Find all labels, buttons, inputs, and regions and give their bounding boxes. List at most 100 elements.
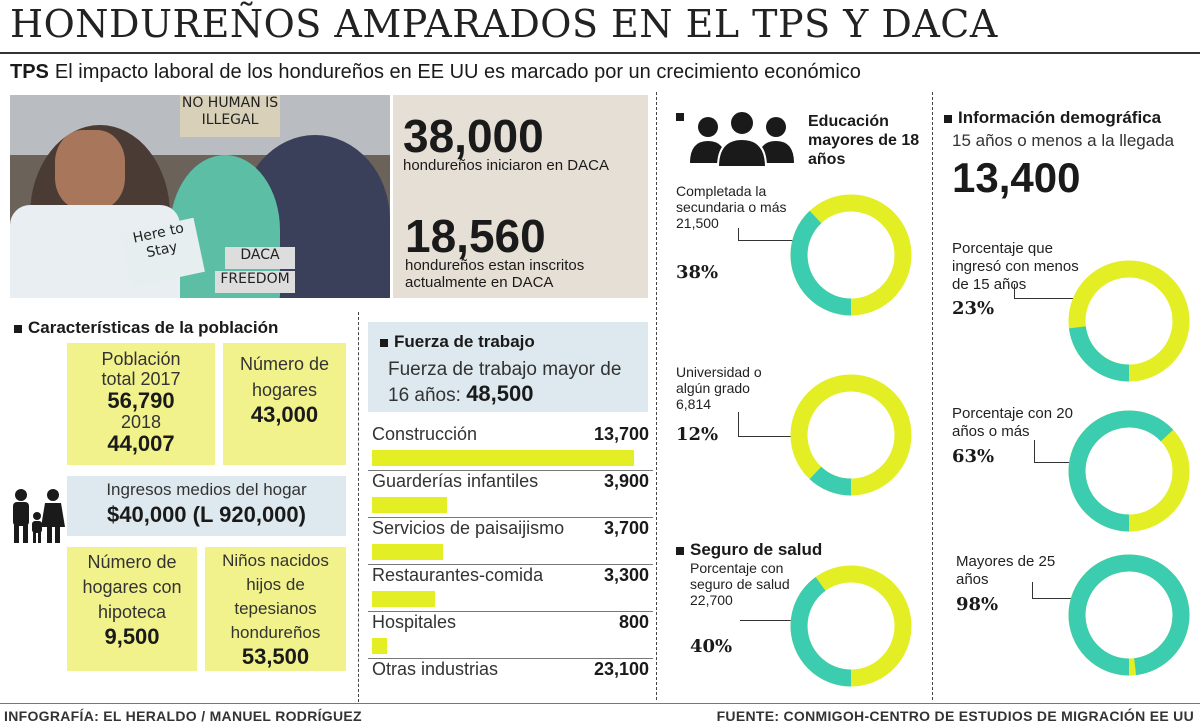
industry-value-label: 3,900 [603,471,649,491]
donut-edu-universidad [788,372,914,503]
leader-line [1034,440,1075,463]
section-heading-fuerza: Fuerza de trabajo [380,332,535,352]
ninos-label: Niños nacidos hijos de tepesianos hondur… [222,551,329,642]
hipoteca-box: Número de hogares con hipoteca 9,500 [67,547,197,671]
subtitle-tag: TPS [10,61,49,83]
daca-stat-value: 38,000 [403,110,544,162]
poblacion-2018-value: 44,007 [107,431,175,456]
industry-label: Servicios de paisaijismo [372,518,565,538]
ingresos-box: Ingresos medios del hogar $40,000 (L 920… [67,476,346,536]
industry-bar [372,450,634,466]
industry-value-label: 23,100 [593,659,649,679]
industry-bar [372,638,388,654]
leader-line [738,412,793,437]
donut-value-arc [1068,554,1190,676]
page-title: HONDUREÑOS AMPARADOS EN EL TPS Y DACA [10,2,998,46]
poblacion-2017-value: 56,790 [107,388,175,413]
bullet-icon [944,114,952,123]
edu-pct: 12% [676,424,719,445]
leader-line [738,228,793,241]
demografia-value: 13,400 [952,154,1081,201]
donut-demo-menos15 [1066,258,1192,389]
industry-bar [372,497,447,513]
footer-rule [0,703,1200,704]
section-heading-demografia: Información demográfica [944,108,1161,128]
industry-label: Otras industrias [372,659,499,679]
daca-stat-label: hondureños iniciaron en DACA [403,157,609,174]
poblacion-2018-label: 2018 [120,412,162,432]
subtitle: TPS El impacto laboral de los hondureños … [10,61,861,84]
donut-value-arc [1068,260,1190,382]
industry-value-label: 3,700 [603,518,649,538]
protest-photo: NO HUMAN IS ILLEGAL Here to Stay DACA FR… [10,95,390,298]
photo-sign: NO HUMAN IS ILLEGAL [180,95,280,137]
title-rule [0,52,1200,54]
ninos-value: 53,500 [241,644,310,669]
subtitle-text: El impacto laboral de los hondureños en … [54,61,861,83]
industry-separator [368,517,653,518]
industry-label: Guarderías infantiles [372,471,539,491]
donut-remainder-arc [790,374,912,496]
industry-value-label: 3,300 [603,565,649,585]
section-heading-poblacion: Características de la población [14,318,278,338]
fuerza-mayor: Fuerza de trabajo mayor de 16 años: 48,5… [388,358,638,408]
ingresos-label: Ingresos medios del hogar [106,480,307,499]
hogares-value: 43,000 [250,402,319,427]
fuerza-header-box: Fuerza de trabajo Fuerza de trabajo mayo… [368,322,648,412]
donut-demo-mayores25 [1066,552,1192,683]
fuerza-mayor-value: 48,500 [466,381,534,406]
bullet-icon [14,324,22,333]
hogares-label: Número de hogares [239,354,330,400]
divider [656,92,657,700]
industry-value-label: 800 [618,612,649,632]
edu-label: Universidad o algún grado 6,814 [676,364,762,412]
divider [932,92,933,700]
demo-label: Porcentaje que ingresó con menos de 15 a… [952,240,1079,293]
ninos-box: Niños nacidos hijos de tepesianos hondur… [205,547,346,671]
photo-face [55,130,125,210]
demo-label: Mayores de 25 años [956,553,1056,588]
demo-label: Porcentaje con 20 años o más [952,405,1073,440]
industry-label: Hospitales [372,612,457,632]
donut-edu-secundaria [788,192,914,323]
ingresos-value: $40,000 (L 920,000) [107,502,306,527]
industry-bar [372,544,443,560]
donut-demo-20mas [1066,408,1192,539]
donut-value-arc [790,194,912,316]
people-group-icon [686,107,798,169]
poblacion-total-label: total 2017 [101,369,181,389]
family-icon [8,487,66,545]
demo-pct: 23% [952,298,995,319]
section-heading-salud: Seguro de salud [676,540,822,560]
leader-line [1032,582,1075,599]
bullet-icon [676,546,684,555]
bullet-icon [380,338,388,347]
industry-label: Restaurantes-comida [372,565,544,585]
hogares-box: Número de hogares 43,000 [223,343,346,465]
donut-value-arc [790,565,912,687]
edu-pct: 38% [676,262,719,283]
industry-separator [368,564,653,565]
photo-sign: FREEDOM [215,271,295,293]
daca-stat-value: 18,560 [405,210,546,262]
industry-bar-chart: Construcción 13,700 Guarderías infantiles 3… [368,418,653,693]
salud-pct: 40% [690,636,733,657]
edu-label: Completada la secundaria o más 21,500 [676,183,787,231]
poblacion-total-box: Población total 2017 56,790 2018 44,007 [67,343,215,465]
industry-separator [368,470,653,471]
salud-label: Porcentaje con seguro de salud 22,700 [690,560,790,608]
industry-value-label: 13,700 [593,424,649,444]
demo-pct: 63% [952,446,995,467]
donut-value-arc [1068,410,1190,532]
bullet-icon [676,108,690,126]
section-heading-educacion: Educación mayores de 18 años [808,113,920,168]
demo-pct: 98% [956,594,999,615]
daca-stats-panel: 38,000 hondureños iniciaron en DACA 18,5… [393,95,648,298]
hipoteca-label: Número de hogares con hipoteca [82,552,182,622]
industry-bar [372,591,436,607]
divider [358,312,359,702]
industry-separator [368,658,653,659]
footer-source: FUENTE: CONMIGOH-CENTRO DE ESTUDIOS DE M… [716,708,1194,724]
leader-line [1014,284,1075,299]
industry-separator [368,611,653,612]
